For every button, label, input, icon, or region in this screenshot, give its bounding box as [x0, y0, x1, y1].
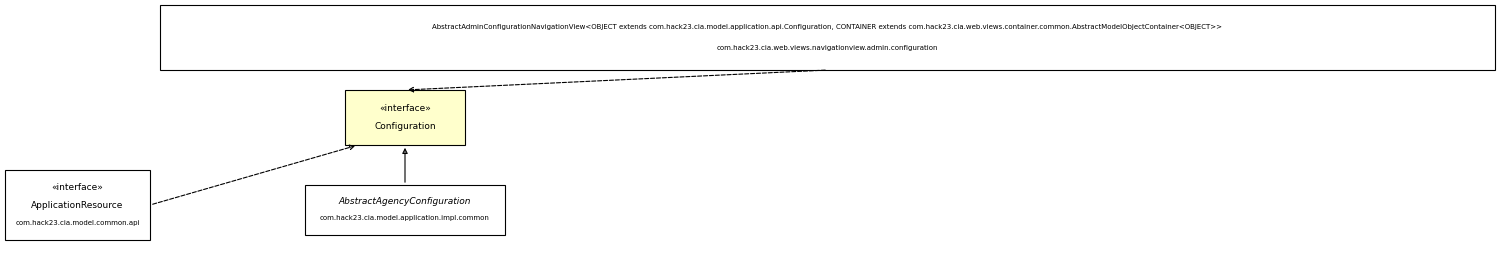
- Text: Configuration: Configuration: [374, 122, 436, 131]
- Text: ApplicationResource: ApplicationResource: [32, 200, 124, 210]
- Text: com.hack23.cia.model.common.api: com.hack23.cia.model.common.api: [15, 219, 140, 225]
- Text: com.hack23.cia.web.views.navigationview.admin.configuration: com.hack23.cia.web.views.navigationview.…: [717, 45, 939, 51]
- Bar: [345, 90, 466, 145]
- Bar: [160, 5, 1495, 70]
- Text: AbstractAgencyConfiguration: AbstractAgencyConfiguration: [339, 197, 472, 206]
- Text: «interface»: «interface»: [380, 104, 431, 113]
- Text: AbstractAdminConfigurationNavigationView<OBJECT extends com.hack23.cia.model.app: AbstractAdminConfigurationNavigationView…: [433, 24, 1222, 30]
- Text: com.hack23.cia.model.application.impl.common: com.hack23.cia.model.application.impl.co…: [319, 215, 490, 221]
- Text: «interface»: «interface»: [51, 183, 104, 192]
- Bar: [304, 185, 505, 235]
- Bar: [5, 170, 151, 240]
